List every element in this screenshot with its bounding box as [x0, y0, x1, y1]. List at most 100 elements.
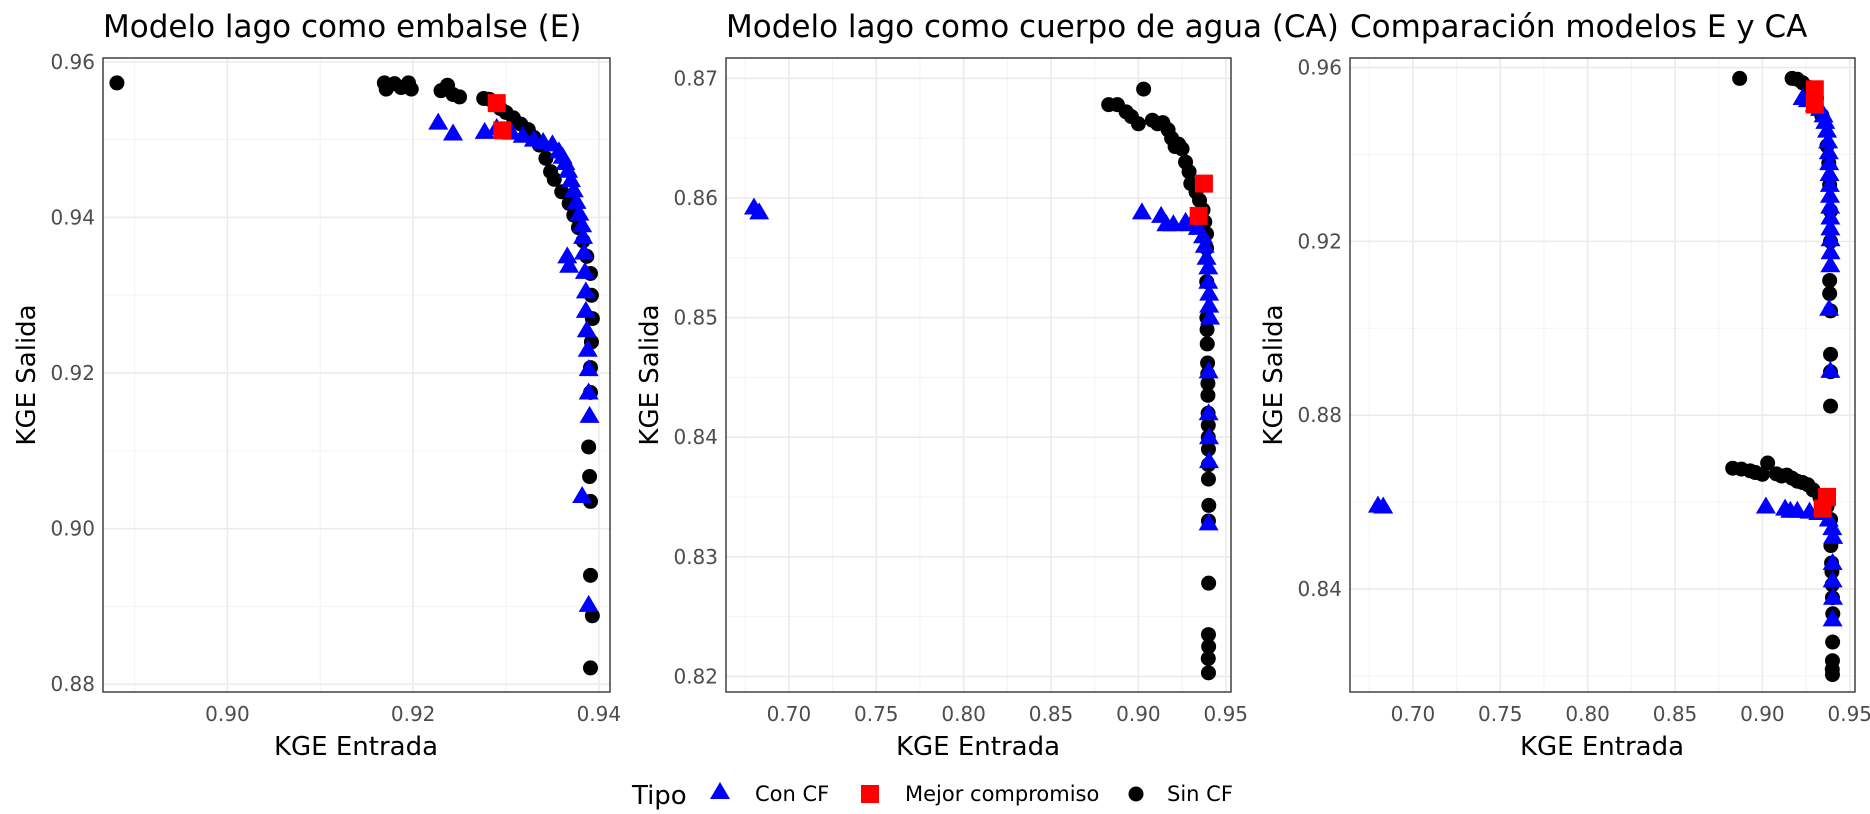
data-point: [584, 608, 600, 624]
data-point: [1822, 552, 1843, 570]
data-point: [1822, 587, 1843, 605]
series-mejor-compromiso: [1189, 174, 1213, 225]
chart-panel-embalse: Modelo lago como embalse (E) 0.90 0.92 0.9…: [12, 9, 621, 762]
y-tick-label: 0.87: [673, 66, 718, 90]
marks: [109, 75, 600, 676]
y-tick-label: 0.96: [1297, 56, 1342, 80]
data-point: [582, 469, 598, 485]
x-tick-label: 0.85: [1653, 702, 1698, 726]
legend-marker: [710, 782, 730, 799]
data-point: [577, 339, 598, 357]
data-point: [1201, 639, 1217, 655]
data-point: [1822, 518, 1843, 536]
data-point: [452, 89, 468, 105]
chart-title: Modelo lago como cuerpo de agua (CA): [726, 9, 1339, 45]
y-tick-label: 0.90: [50, 517, 95, 541]
data-point: [1822, 570, 1843, 588]
data-point: [1820, 185, 1841, 203]
data-point: [1199, 336, 1215, 352]
data-point: [573, 226, 594, 244]
y-tick-label: 0.96: [50, 50, 95, 74]
data-point: [579, 405, 600, 423]
data-point: [1194, 174, 1213, 193]
y-tick-label: 0.84: [1297, 577, 1342, 601]
data-point: [1200, 665, 1216, 681]
data-point: [575, 281, 596, 299]
data-point: [512, 125, 533, 143]
x-tick-label: 0.94: [577, 702, 622, 726]
data-point: [1820, 242, 1841, 260]
data-point: [1819, 298, 1840, 316]
legend-marker: [861, 785, 879, 803]
data-point: [493, 121, 512, 140]
x-tick-label: 0.75: [854, 702, 899, 726]
data-point: [109, 75, 125, 91]
y-tick-label: 0.86: [673, 186, 718, 210]
legend: Tipo Con CF Mejor compromiso Sin CF: [631, 781, 1233, 811]
y-axis-title: KGE Salida: [12, 304, 42, 445]
y-tick-label: 0.94: [50, 205, 95, 229]
y-axis-title: KGE Salida: [1259, 304, 1289, 445]
data-point: [1755, 496, 1776, 514]
data-point: [575, 300, 596, 318]
data-point: [572, 215, 593, 233]
y-tick-label: 0.92: [1297, 229, 1342, 253]
panel-border: [1349, 57, 1856, 693]
marks: [743, 81, 1221, 681]
y-tick-label: 0.92: [50, 361, 95, 385]
x-tick-label: 0.70: [767, 702, 812, 726]
data-point: [1198, 513, 1219, 531]
data-point: [1194, 235, 1215, 253]
legend-item-con-cf: Con CF: [710, 782, 829, 806]
data-point: [1819, 153, 1840, 171]
data-point: [1787, 500, 1808, 518]
data-point: [403, 81, 419, 97]
tick-labels: 0.70 0.75 0.80 0.85 0.90 0.95 0.82 0.83 0.84 0.85…: [673, 66, 1248, 726]
data-point: [1200, 627, 1216, 643]
legend-marker: [1128, 786, 1144, 802]
series-sin-cf: [109, 75, 600, 676]
x-tick-label: 0.90: [205, 702, 250, 726]
panel-border: [102, 57, 611, 693]
data-point: [574, 261, 595, 279]
data-point: [1815, 111, 1836, 129]
data-point: [1820, 255, 1841, 273]
data-point: [1199, 322, 1215, 338]
data-point: [1823, 398, 1839, 414]
data-point: [1174, 141, 1190, 157]
data-point: [563, 180, 584, 198]
x-tick-label: 0.70: [1391, 702, 1436, 726]
y-tick-label: 0.88: [50, 672, 95, 696]
data-point: [1818, 142, 1839, 160]
data-point: [1200, 375, 1216, 391]
data-point: [1822, 272, 1838, 288]
data-point: [583, 660, 598, 676]
data-point: [487, 94, 506, 113]
legend-item-mejor-compromiso: Mejor compromiso: [861, 782, 1099, 806]
data-point: [1805, 95, 1824, 114]
data-point: [1131, 202, 1152, 220]
data-point: [1198, 361, 1219, 379]
marks: [1367, 70, 1844, 683]
data-point: [1130, 116, 1146, 132]
y-tick-label: 0.83: [673, 545, 718, 569]
data-point: [1181, 164, 1197, 180]
data-point: [1200, 387, 1216, 403]
x-tick-label: 0.92: [391, 702, 436, 726]
data-point: [1819, 164, 1840, 182]
x-axis-title: KGE Entrada: [896, 732, 1060, 762]
data-point: [1820, 207, 1841, 225]
legend-label: Con CF: [755, 782, 829, 806]
chart-title: Comparación modelos E y CA: [1350, 9, 1807, 45]
data-point: [1805, 80, 1824, 99]
data-point: [1820, 229, 1841, 247]
data-point: [561, 170, 581, 188]
x-tick-label: 0.90: [1116, 702, 1161, 726]
series-con-cf: [743, 197, 1221, 531]
data-point: [1820, 196, 1841, 214]
chart-panel-comparacion: Comparación modelos E y CA 0.70 0.75 0.80 0…: [1259, 9, 1870, 762]
data-point: [1817, 120, 1838, 138]
data-point: [1201, 497, 1217, 513]
data-point: [1823, 346, 1839, 362]
